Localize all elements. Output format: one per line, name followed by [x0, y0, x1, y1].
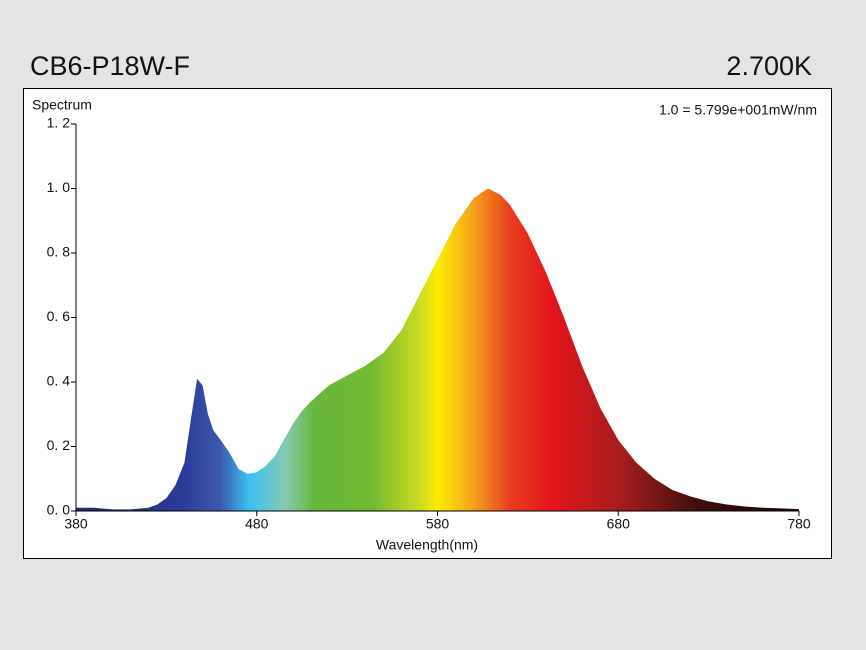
x-tick-label: 480: [245, 516, 269, 532]
chart-subtitle: 2.700K: [726, 51, 812, 81]
y-tick-label: 0. 8: [47, 244, 71, 260]
spectrum-area: [76, 188, 799, 511]
y-tick-label: 0. 6: [47, 308, 71, 324]
x-tick-label: 380: [64, 516, 88, 532]
y-tick-label: 1. 0: [47, 179, 71, 195]
x-tick-label: 680: [607, 516, 631, 532]
y-tick-label: 1. 2: [47, 115, 71, 131]
x-tick-label: 580: [426, 516, 450, 532]
annotation: 1.0 = 5.799e+001mW/nm: [659, 102, 817, 118]
chart-title: CB6-P18W-F: [30, 51, 190, 81]
x-tick-label: 780: [787, 516, 811, 532]
x-axis-label: Wavelength(nm): [376, 537, 478, 553]
y-tick-label: 0. 4: [47, 373, 71, 389]
y-axis-label: Spectrum: [32, 97, 92, 113]
y-tick-label: 0. 2: [47, 437, 71, 453]
y-tick-label: 0. 0: [47, 502, 71, 518]
